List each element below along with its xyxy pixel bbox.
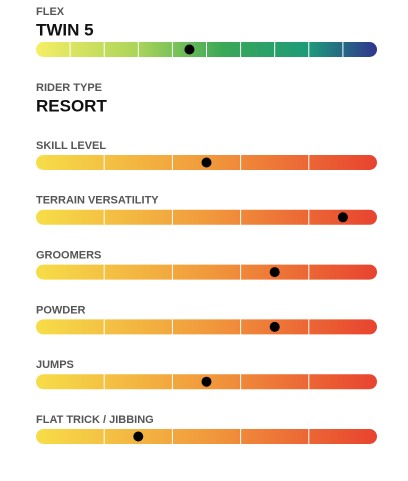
flex-value: TWIN 5 (36, 20, 94, 39)
flex-label: FLEX (36, 6, 65, 18)
rating-dot (201, 157, 212, 168)
rating-dot (269, 321, 280, 332)
rating-label: FLAT TRICK / JIBBING (36, 414, 154, 426)
rider-type-label: RIDER TYPE (36, 82, 102, 94)
rating-bar (36, 319, 377, 335)
rating-label: POWDER (36, 304, 86, 316)
rating-dot (269, 267, 280, 278)
rating-label: JUMPS (36, 359, 74, 371)
rating-bar (36, 264, 377, 280)
rating-bar (36, 209, 377, 225)
rating-dot (201, 376, 212, 387)
rating-label: TERRAIN VERSATILITY (36, 195, 159, 207)
rating-dot (184, 44, 195, 55)
rider-type-value: RESORT (36, 96, 107, 115)
rating-label: SKILL LEVEL (36, 140, 106, 152)
rating-dot (337, 212, 348, 223)
rating-dot (133, 431, 144, 442)
rating-label: GROOMERS (36, 250, 101, 262)
rating-bar (36, 429, 377, 444)
